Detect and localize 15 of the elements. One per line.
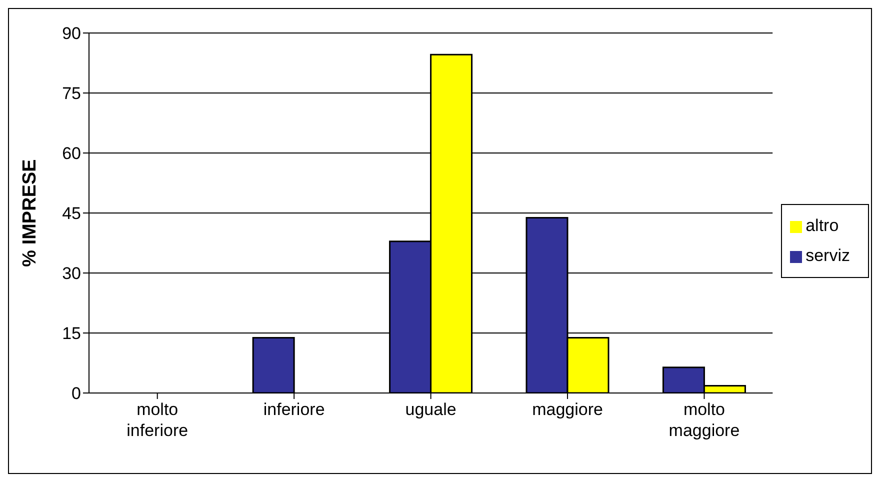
x-tick-label: inferiore [263,400,325,419]
y-tick-label: 60 [62,144,81,164]
x-tick-label: uguale [405,400,456,419]
y-tick-label: 45 [62,204,81,224]
legend-label: altro [806,216,839,235]
y-tick-label: 75 [62,84,81,104]
y-tick-label: 30 [62,264,81,284]
y-tick-label: 0 [72,384,81,404]
x-tick-label: maggiore [532,400,603,419]
x-tick-label: molto maggiore [668,400,740,440]
y-tick-label: 15 [62,324,81,344]
y-axis-title: % IMPRESE [20,159,41,267]
legend-label: serviz [806,246,850,265]
y-tick-label: 90 [62,24,81,44]
x-tick-label: molto inferiore [126,400,188,440]
